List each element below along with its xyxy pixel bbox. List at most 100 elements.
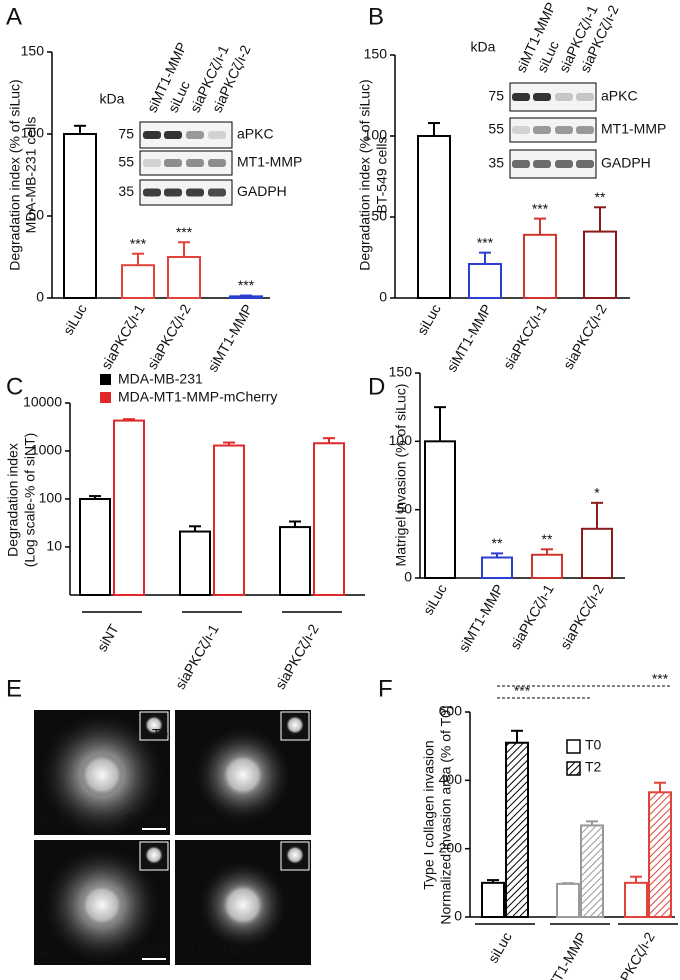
blot-marker: 35 bbox=[488, 155, 504, 171]
y-tick-label: 0 bbox=[454, 908, 462, 924]
error-bar bbox=[123, 418, 135, 421]
x-tick-label: siaPKCζ/ι-1 bbox=[507, 581, 557, 652]
blot-band-label: GADPH bbox=[601, 155, 651, 171]
x-tick-label: siaPKCζ/ι-2 bbox=[272, 621, 322, 692]
blot-marker: 75 bbox=[488, 88, 504, 104]
blot-band bbox=[576, 160, 594, 168]
spheroid-core bbox=[80, 753, 124, 797]
y-tick-label: 100 bbox=[21, 125, 45, 141]
y-tick-label: 100 bbox=[39, 490, 63, 506]
blot-band-label: MT1-MMP bbox=[237, 154, 302, 170]
scale-label: 200μm bbox=[125, 941, 168, 957]
panel-letter: C bbox=[6, 373, 23, 400]
y-tick-label: 200 bbox=[439, 839, 463, 855]
significance-stars: *** bbox=[176, 224, 193, 240]
bar bbox=[424, 440, 456, 580]
error-bar bbox=[289, 520, 301, 528]
error-bar bbox=[223, 441, 235, 446]
blot-marker: 55 bbox=[488, 121, 504, 137]
legend-label: MDA-MB-231 bbox=[118, 371, 203, 387]
blot-marker: 35 bbox=[118, 183, 134, 199]
bar bbox=[229, 295, 263, 299]
legend-swatch bbox=[566, 761, 581, 776]
error-bar bbox=[541, 548, 553, 555]
significance-stars: ** bbox=[542, 531, 553, 547]
x-tick-label: siMT1-MMP bbox=[538, 929, 590, 980]
image-label: siaPKCζ/ι-2 bbox=[180, 814, 253, 830]
y-tick-label: 0 bbox=[404, 569, 412, 585]
inset-spheroid bbox=[286, 716, 304, 734]
y-tick-label: 600 bbox=[439, 703, 463, 719]
y-tick-label: 50 bbox=[371, 208, 387, 224]
error-bar bbox=[630, 875, 642, 883]
inset-label: T0 bbox=[152, 726, 169, 742]
bar bbox=[481, 881, 505, 918]
significance-stars: *** bbox=[652, 671, 669, 687]
error-bar bbox=[89, 495, 101, 499]
legend-swatch bbox=[100, 374, 111, 385]
spheroid-core bbox=[221, 753, 265, 797]
error-bar bbox=[591, 501, 603, 529]
blot-band bbox=[164, 159, 182, 167]
bar bbox=[213, 444, 245, 597]
significance-stars: ** bbox=[595, 189, 606, 205]
y-tick-label: 10000 bbox=[23, 394, 62, 410]
panel-letter: A bbox=[6, 3, 22, 30]
y-axis-label: Normalized invasion area (% of T0) bbox=[438, 705, 454, 924]
bar bbox=[279, 526, 311, 597]
significance-stars: *** bbox=[477, 234, 494, 250]
blot-band bbox=[555, 160, 573, 168]
y-tick-label: 0 bbox=[36, 289, 44, 305]
blot-band bbox=[164, 131, 182, 139]
error-bar bbox=[132, 252, 144, 266]
x-tick-label: siaPKCζ/ι-1 bbox=[500, 301, 550, 372]
blot-band bbox=[186, 159, 204, 167]
y-tick-label: 1000 bbox=[31, 442, 62, 458]
error-bar bbox=[491, 552, 503, 558]
panel-letter: E bbox=[6, 675, 22, 702]
blot-band bbox=[186, 188, 204, 197]
error-bar bbox=[534, 217, 546, 235]
x-tick-label: siLuc bbox=[420, 581, 450, 617]
legend-swatch bbox=[100, 392, 111, 403]
blot-band bbox=[512, 126, 530, 134]
blot-marker: 75 bbox=[118, 126, 134, 142]
blot-band-label: aPKC bbox=[601, 88, 638, 104]
bar bbox=[581, 527, 613, 579]
error-bar bbox=[428, 122, 440, 136]
bar bbox=[583, 230, 617, 299]
y-axis-label: Degradation index (% of siLuc) bbox=[357, 79, 373, 270]
bar bbox=[648, 791, 672, 919]
legend-label: MDA-MT1-MMP-mCherry bbox=[118, 389, 277, 405]
x-tick-label: siaPKCζ/ι-1 bbox=[98, 301, 148, 372]
error-bar bbox=[586, 820, 598, 826]
x-tick-label: siMT1-MMP bbox=[204, 301, 256, 374]
y-axis-label: Matrigel invasion (% of siLuc) bbox=[393, 384, 409, 567]
y-tick-label: 150 bbox=[21, 43, 45, 59]
blot-band bbox=[533, 160, 551, 168]
significance-stars: *** bbox=[514, 683, 531, 699]
y-axis-label: MDA-MB-231 cells bbox=[23, 117, 39, 234]
error-bar bbox=[189, 525, 201, 532]
bar bbox=[63, 133, 97, 299]
y-tick-label: 150 bbox=[364, 46, 388, 62]
inset-spheroid bbox=[286, 846, 304, 864]
error-bar bbox=[434, 406, 446, 442]
bar bbox=[121, 264, 155, 300]
y-axis-label: (Log scale-% of siNT) bbox=[22, 433, 38, 568]
panel-letter: F bbox=[378, 675, 393, 702]
inset-spheroid bbox=[145, 846, 163, 864]
significance-stars: *** bbox=[238, 277, 255, 293]
error-bar bbox=[594, 206, 606, 232]
blot-band bbox=[533, 126, 551, 134]
x-tick-label: siaPKCζ/ι-2 bbox=[144, 301, 194, 372]
bar bbox=[468, 262, 502, 300]
error-bar bbox=[654, 781, 666, 793]
y-axis-label: BT-549 cells bbox=[374, 136, 390, 213]
time-label: T2 bbox=[38, 713, 55, 729]
legend-label: T2 bbox=[585, 759, 602, 775]
blot-row bbox=[139, 150, 233, 176]
image-label: siLuc bbox=[39, 814, 72, 830]
y-tick-label: 100 bbox=[364, 127, 388, 143]
inset-spheroid bbox=[145, 716, 163, 734]
